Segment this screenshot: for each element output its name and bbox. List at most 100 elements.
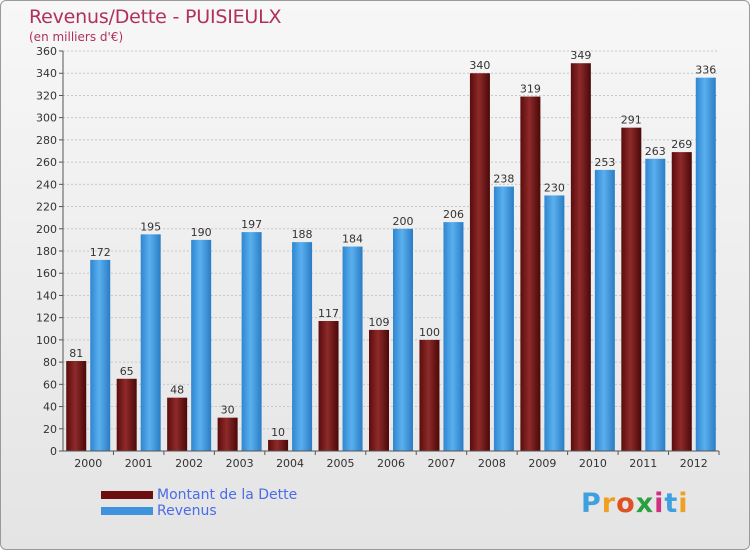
y-tick-label: 280: [36, 134, 57, 147]
bar-revenus: [393, 228, 413, 451]
logo-letter: P: [581, 488, 602, 519]
data-label-dette: 349: [570, 49, 591, 62]
y-tick-label: 260: [36, 156, 57, 169]
data-label-revenus: 172: [90, 246, 111, 259]
data-label-revenus: 263: [645, 145, 666, 158]
data-label-revenus: 238: [493, 173, 514, 186]
data-label-dette: 48: [170, 384, 184, 397]
bar-revenus: [544, 195, 565, 451]
x-tick-label: 2003: [226, 457, 254, 470]
bar-revenus: [645, 158, 666, 451]
bar-revenus: [90, 259, 111, 451]
bar-dette: [570, 63, 591, 451]
bar-dette: [116, 378, 137, 451]
bar-revenus: [241, 232, 262, 451]
y-tick-label: 200: [36, 223, 57, 236]
bar-dette: [621, 127, 642, 452]
x-tick-label: 2002: [175, 457, 203, 470]
logo-letter: t: [664, 488, 679, 519]
y-tick-label: 320: [36, 89, 57, 102]
data-label-dette: 65: [120, 365, 134, 378]
y-tick-label: 240: [36, 178, 57, 191]
y-tick-label: 80: [43, 356, 57, 369]
legend-label-revenus: Revenus: [157, 503, 217, 519]
data-label-dette: 340: [469, 59, 490, 72]
x-tick-label: 2001: [125, 457, 153, 470]
y-tick-label: 340: [36, 67, 57, 80]
x-tick-label: 2009: [528, 457, 556, 470]
bar-dette: [318, 321, 339, 451]
data-label-revenus: 190: [191, 226, 212, 239]
bar-dette: [66, 361, 87, 451]
bar-dette: [369, 329, 389, 451]
logo-letter: o: [616, 488, 636, 519]
y-tick-label: 40: [43, 401, 57, 414]
y-tick-label: 0: [50, 445, 57, 458]
bar-revenus: [594, 169, 615, 451]
data-label-dette: 319: [520, 83, 541, 96]
logo-letter: i: [654, 488, 665, 519]
x-tick-label: 2012: [680, 457, 708, 470]
proxiti-logo: Proxiti: [581, 488, 689, 519]
data-label-revenus: 336: [695, 64, 716, 77]
logo-letter: r: [601, 488, 617, 519]
bar-revenus: [342, 246, 363, 451]
bar-revenus: [493, 186, 514, 452]
data-label-dette: 269: [671, 138, 692, 151]
bar-revenus: [292, 242, 313, 451]
bar-dette: [268, 439, 289, 451]
bar-dette: [167, 397, 188, 451]
x-tick-label: 2007: [427, 457, 455, 470]
data-label-revenus: 253: [594, 156, 615, 169]
data-label-dette: 30: [221, 404, 235, 417]
y-tick-label: 140: [36, 289, 57, 302]
bar-revenus: [191, 239, 212, 451]
data-label-dette: 81: [69, 347, 83, 360]
data-label-revenus: 195: [140, 220, 161, 233]
x-tick-label: 2005: [327, 457, 355, 470]
data-label-revenus: 230: [544, 181, 565, 194]
data-label-revenus: 184: [342, 233, 363, 246]
y-tick-label: 160: [36, 267, 57, 280]
bar-dette: [671, 152, 692, 451]
x-tick-label: 2004: [276, 457, 304, 470]
chart-title: Revenus/Dette - PUISIEULX: [29, 6, 282, 28]
logo-letter: x: [635, 488, 655, 519]
legend-label-debt: Montant de la Dette: [157, 487, 298, 503]
y-tick-label: 60: [43, 378, 57, 391]
bar-dette: [217, 417, 238, 451]
y-tick-label: 20: [43, 423, 57, 436]
logo-letter: i: [678, 488, 689, 519]
legend-item-revenus: Revenus: [101, 503, 297, 519]
y-tick-label: 100: [36, 334, 57, 347]
y-tick-label: 120: [36, 312, 57, 325]
bar-revenus: [695, 77, 716, 452]
data-label-revenus: 188: [292, 228, 313, 241]
data-label-revenus: 206: [443, 208, 464, 221]
data-label-dette: 117: [318, 307, 339, 320]
bar-revenus: [140, 234, 161, 451]
data-label-dette: 10: [271, 426, 285, 439]
bar-dette: [520, 96, 541, 452]
x-tick-label: 2011: [629, 457, 657, 470]
data-label-dette: 100: [419, 326, 440, 339]
data-label-revenus: 197: [241, 218, 262, 231]
data-label-dette: 291: [621, 114, 642, 127]
bar-revenus: [443, 222, 464, 451]
legend-item-debt: Montant de la Dette: [101, 487, 297, 503]
x-tick-label: 2010: [579, 457, 607, 470]
legend-swatch-revenus: [101, 507, 153, 515]
chart-subtitle: (en milliers d'€): [29, 30, 124, 44]
x-tick-label: 2006: [377, 457, 405, 470]
y-tick-label: 220: [36, 201, 57, 214]
x-tick-label: 2000: [74, 457, 102, 470]
legend: Montant de la Dette Revenus: [101, 487, 297, 519]
data-label-dette: 109: [369, 316, 390, 329]
data-label-revenus: 200: [393, 215, 414, 228]
bar-dette: [469, 73, 490, 451]
y-tick-label: 180: [36, 245, 57, 258]
y-tick-label: 300: [36, 112, 57, 125]
bar-dette: [419, 339, 440, 451]
y-tick-label: 360: [36, 45, 57, 58]
